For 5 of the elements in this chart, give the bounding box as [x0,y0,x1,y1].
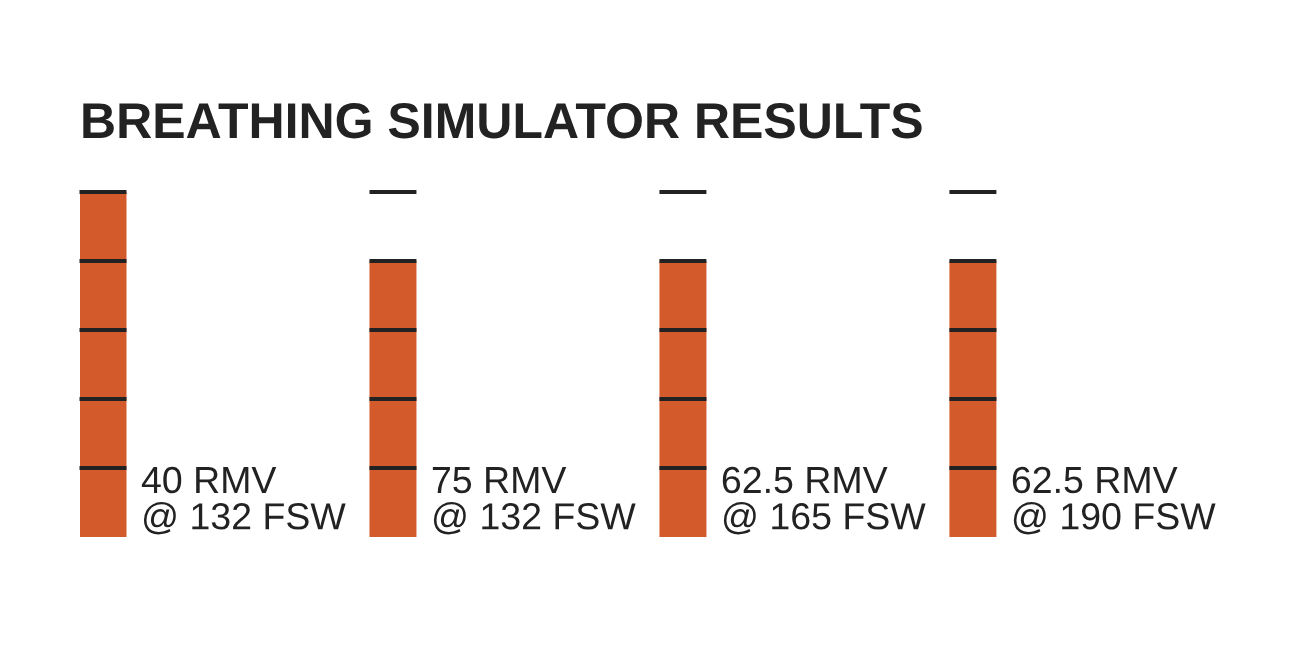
x-tick-label: 40 RMV @ 132 FSW [141,466,346,535]
x-tick-label: 62.5 RMV @ 165 FSW [722,466,926,535]
x-tick-label: 62.5 RMV @ 190 FSW [1012,466,1216,535]
x-tick-label: 75 RMV @ 132 FSW [432,467,636,535]
chart-title: BREATHING SIMULATOR RESULTS [83,103,922,139]
